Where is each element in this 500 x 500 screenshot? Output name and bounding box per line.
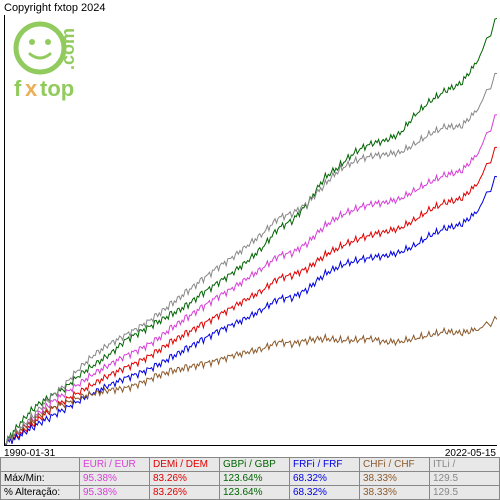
table-cell: 95.38% (80, 472, 150, 486)
table-header: GBPi / GBP (220, 458, 290, 472)
table-header: EURi / EUR (80, 458, 150, 472)
table-cell: 68.32% (290, 486, 360, 500)
series-gbpi-gbp (5, 18, 497, 444)
series-chfi-chf (5, 317, 497, 445)
table-cell: 68.32% (290, 472, 360, 486)
table-header: ITLi / (430, 458, 500, 472)
series-euri-eur (5, 115, 497, 445)
table-header: CHFi / CHF (360, 458, 430, 472)
table-cell: 83.26% (150, 486, 220, 500)
table-cell: 38.33% (360, 486, 430, 500)
table-cell: 129.5 (430, 486, 500, 500)
chart-area (4, 15, 497, 446)
table-cell: 95.38% (80, 486, 150, 500)
table-rowlabel: % Alteração: (1, 486, 80, 500)
table-cell: 83.26% (150, 472, 220, 486)
table-header: DEMi / DEM (150, 458, 220, 472)
series-itli-itl (5, 73, 497, 444)
copyright-text: Copyright fxtop 2024 (4, 2, 106, 14)
series-demi-dem (5, 147, 497, 444)
table-cell: 38.33% (360, 472, 430, 486)
chart-lines (5, 15, 497, 445)
table-header: FRFi / FRF (290, 458, 360, 472)
table-rowlabel: Máx/Min: (1, 472, 80, 486)
summary-table: EURi / EURDEMi / DEMGBPi / GBPFRFi / FRF… (0, 457, 500, 500)
table-cell: 123.64% (220, 472, 290, 486)
table-corner (1, 458, 80, 472)
table-cell: 123.64% (220, 486, 290, 500)
table-cell: 129.5 (430, 472, 500, 486)
